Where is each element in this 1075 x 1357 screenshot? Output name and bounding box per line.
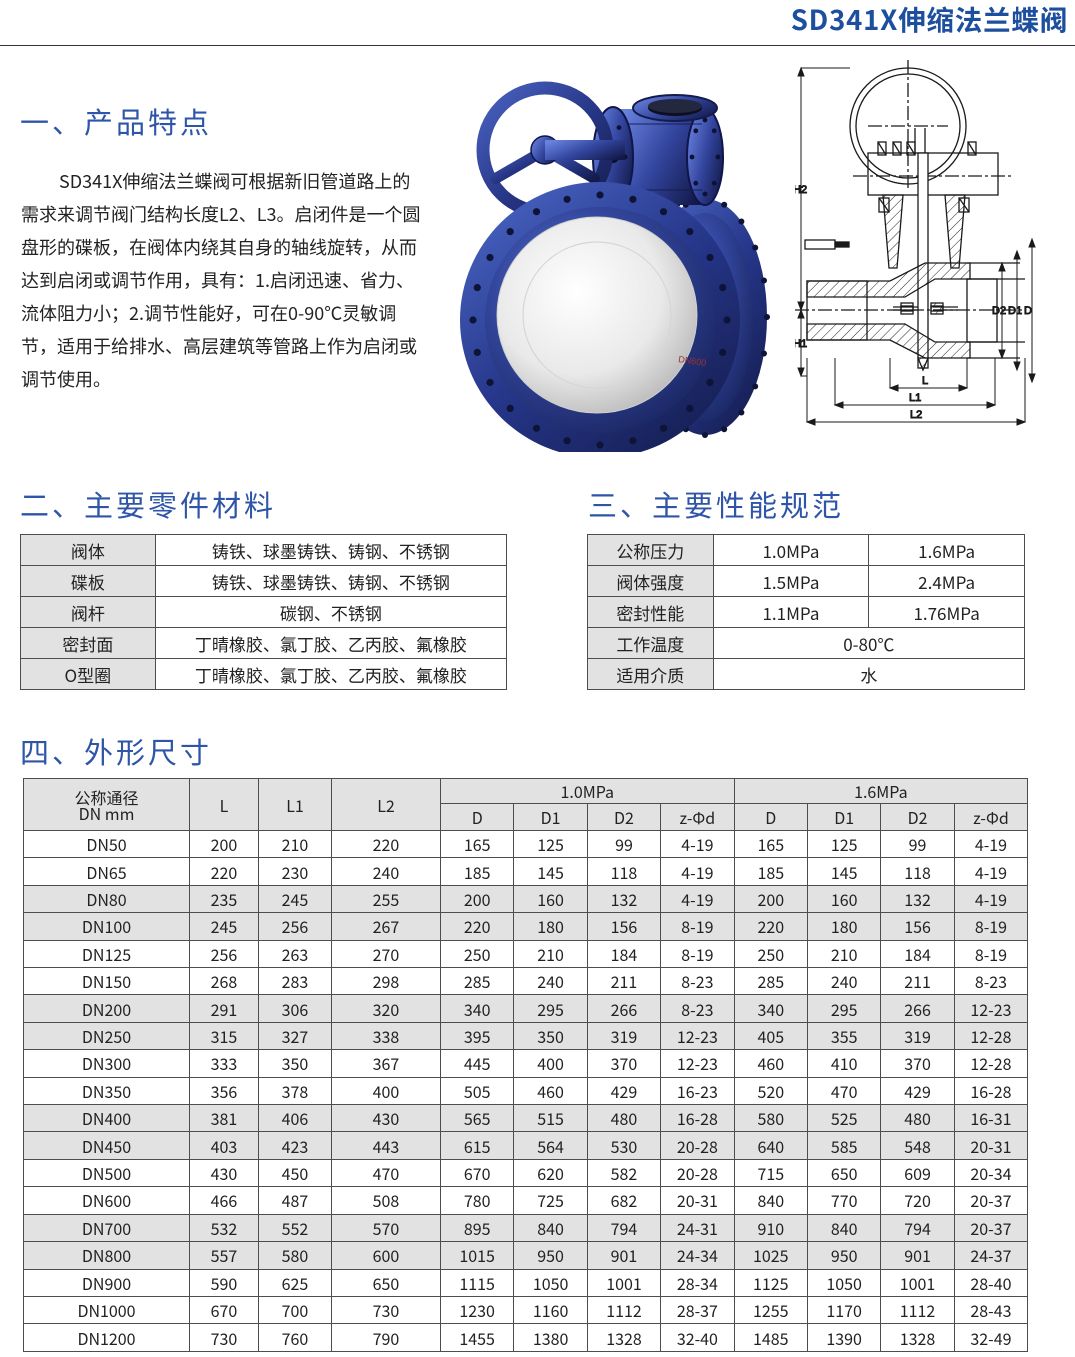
svg-text:D1: D1 xyxy=(1008,305,1022,317)
svg-text:D: D xyxy=(1024,305,1032,317)
svg-text:L: L xyxy=(922,375,928,387)
svg-text:H2: H2 xyxy=(795,184,807,196)
svg-text:L1: L1 xyxy=(909,392,921,404)
svg-text:H1: H1 xyxy=(795,338,807,350)
svg-text:L2: L2 xyxy=(910,409,922,421)
svg-text:D2: D2 xyxy=(992,305,1006,317)
